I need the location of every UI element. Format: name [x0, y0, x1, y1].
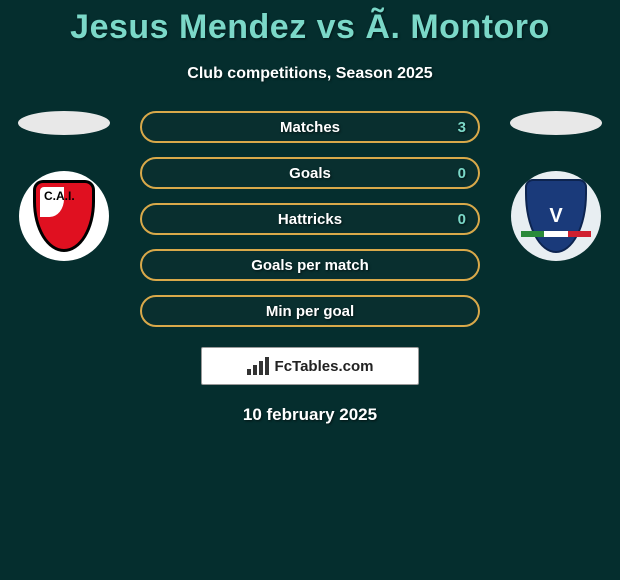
player-left-club-badge: C.A.I. — [19, 171, 109, 261]
stats-list: Matches 3 Goals 0 Hattricks 0 Goals per … — [140, 111, 480, 327]
comparison-content: C.A.I. V Matches 3 Goals 0 Hattricks 0 — [0, 111, 620, 425]
stat-label: Matches — [280, 119, 340, 136]
club-stripe-icon — [521, 231, 591, 237]
player-right-photo — [510, 111, 602, 135]
stat-value: 0 — [458, 211, 466, 228]
player-left-column: C.A.I. — [14, 111, 114, 261]
stat-row-min-per-goal: Min per goal — [140, 295, 480, 327]
stat-row-goals: Goals 0 — [140, 157, 480, 189]
stat-label: Min per goal — [266, 303, 354, 320]
page-title: Jesus Mendez vs Ã. Montoro — [0, 0, 620, 47]
club-badge-text: V — [549, 205, 562, 228]
stat-row-matches: Matches 3 — [140, 111, 480, 143]
bar-chart-icon — [247, 357, 269, 375]
stat-row-hattricks: Hattricks 0 — [140, 203, 480, 235]
stat-label: Goals per match — [251, 257, 369, 274]
club-shield-icon: C.A.I. — [33, 180, 95, 252]
site-label: FcTables.com — [275, 358, 374, 375]
stat-row-goals-per-match: Goals per match — [140, 249, 480, 281]
player-right-club-badge: V — [511, 171, 601, 261]
stat-value: 3 — [458, 119, 466, 136]
page-subtitle: Club competitions, Season 2025 — [0, 65, 620, 83]
stat-label: Goals — [289, 165, 331, 182]
stat-value: 0 — [458, 165, 466, 182]
player-right-column: V — [506, 111, 606, 261]
club-badge-text: C.A.I. — [44, 189, 75, 203]
site-attribution: FcTables.com — [201, 347, 419, 385]
footer-date: 10 february 2025 — [0, 405, 620, 425]
club-shield-icon: V — [525, 179, 587, 253]
stat-label: Hattricks — [278, 211, 342, 228]
player-left-photo — [18, 111, 110, 135]
